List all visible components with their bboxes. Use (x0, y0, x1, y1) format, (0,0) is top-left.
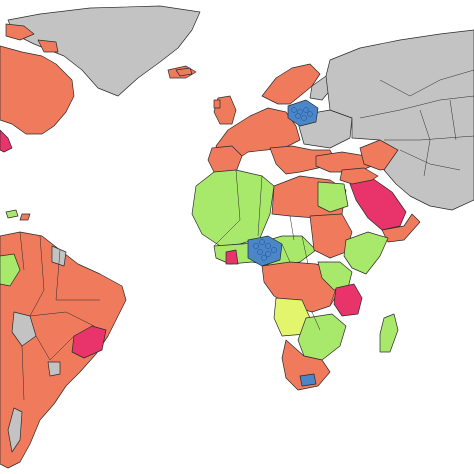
region-iraq-syria (339, 167, 379, 185)
region-caribbean-green (5, 209, 19, 219)
borders-asia (359, 69, 474, 177)
region-southern-africa-green (297, 313, 347, 361)
region-venezuela-area (0, 253, 21, 287)
region-canada (0, 45, 75, 135)
region-yemen-oman (381, 213, 421, 243)
region-russia-asia (325, 29, 474, 211)
region-tanzania-magenta (333, 283, 363, 317)
region-northwest-africa (191, 169, 275, 247)
region-horn-of-africa (343, 231, 389, 275)
region-small-island-west (213, 99, 221, 109)
blue-dot-cluster-nigeria (253, 239, 277, 261)
region-poland-blue (287, 99, 319, 127)
region-west-africa-magenta (225, 249, 239, 265)
region-south-africa (281, 339, 331, 391)
region-scandinavia (261, 63, 321, 105)
region-bolivia-area (11, 311, 37, 347)
region-canada-islands (5, 23, 59, 53)
borders-south-america (19, 231, 100, 401)
region-egypt-green (317, 181, 349, 213)
region-southeast-brazil (71, 325, 107, 359)
region-small-island-north (175, 67, 193, 77)
region-guianas (51, 245, 67, 267)
region-uruguay-area (47, 361, 61, 377)
blue-dot-cluster-europe (291, 107, 313, 121)
borders-africa (213, 169, 337, 331)
region-turkey (315, 151, 377, 173)
region-south-africa-blue (299, 373, 317, 387)
region-caribbean-orange (19, 213, 31, 221)
region-saudi-arabia (349, 177, 407, 231)
region-madagascar (379, 313, 399, 353)
region-chile-south (7, 407, 23, 453)
region-usa-east (0, 129, 13, 153)
